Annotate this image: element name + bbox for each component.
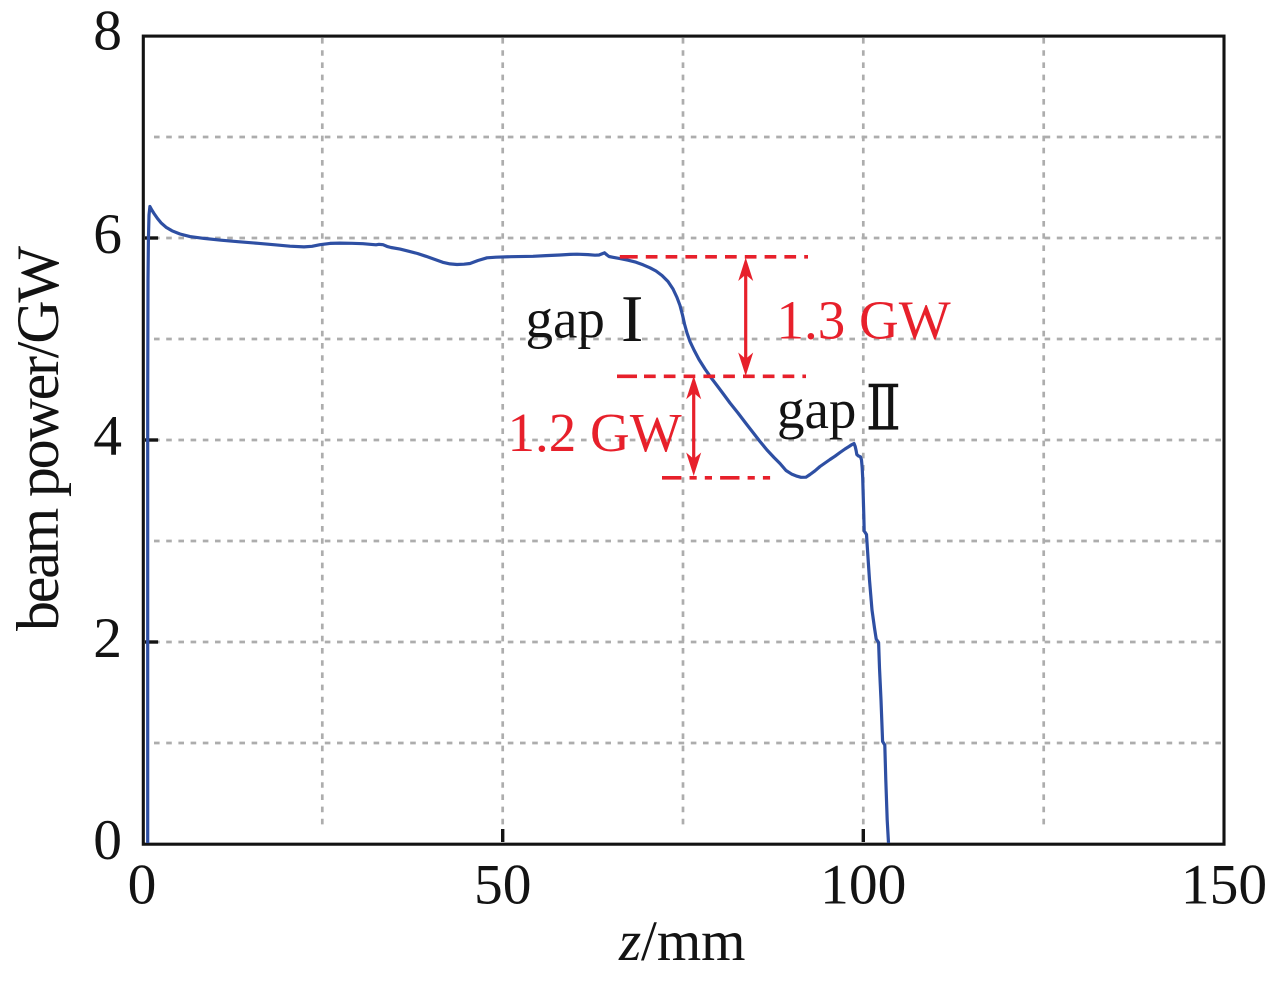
- svg-text:0: 0: [128, 854, 157, 917]
- svg-text:I: I: [621, 282, 643, 356]
- svg-text:1.3 GW: 1.3 GW: [777, 290, 951, 351]
- svg-text:beam power/GW: beam power/GW: [5, 246, 71, 631]
- svg-text:4: 4: [93, 405, 122, 468]
- svg-text:gap: gap: [777, 379, 856, 440]
- svg-text:0: 0: [93, 809, 122, 872]
- svg-text:2: 2: [93, 607, 122, 670]
- svg-text:50: 50: [474, 854, 532, 917]
- svg-text:1.2 GW: 1.2 GW: [508, 402, 682, 463]
- svg-text:8: 8: [93, 0, 122, 63]
- svg-text:6: 6: [93, 203, 122, 266]
- svg-text:/mm: /mm: [641, 910, 746, 973]
- svg-text:150: 150: [1181, 854, 1267, 917]
- svg-text:gap: gap: [526, 289, 605, 350]
- svg-text:100: 100: [820, 854, 906, 917]
- svg-text:z: z: [618, 910, 641, 973]
